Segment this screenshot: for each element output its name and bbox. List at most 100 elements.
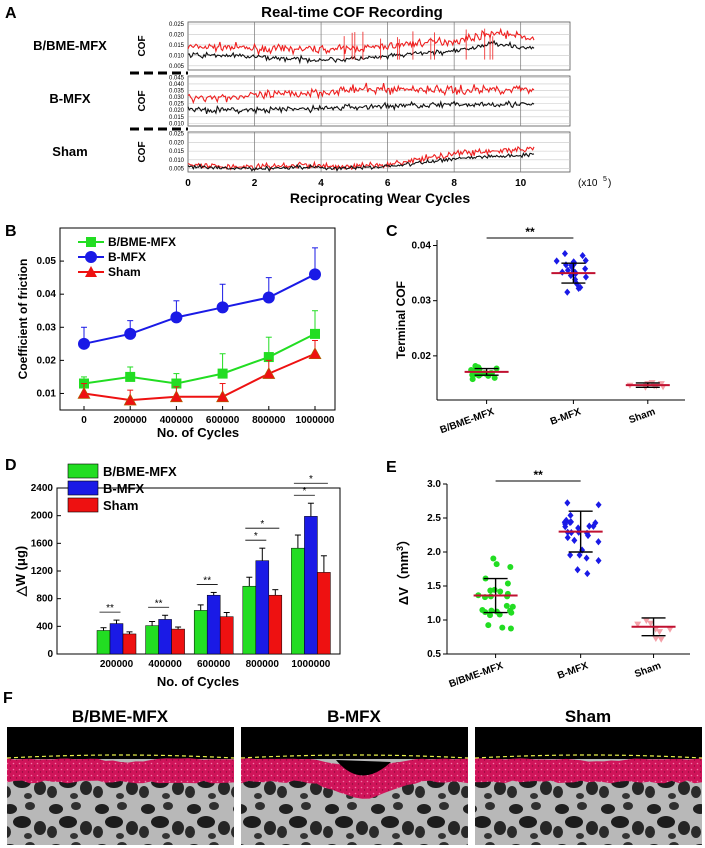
panel-d-significance-label: *	[260, 519, 264, 530]
panelC-point	[577, 283, 584, 292]
panelE-point	[652, 635, 660, 642]
panelE-point	[485, 622, 492, 629]
panelE-point	[571, 536, 578, 544]
panel-f-defect	[336, 760, 391, 776]
panel-b-legend-label: B-MFX	[108, 250, 146, 264]
panel-a-y-tick-label: 0.005	[169, 64, 185, 70]
panelE-point	[634, 621, 642, 628]
panel-d-y-tick-label: 2000	[31, 511, 54, 522]
panel-d-bar-chart: 0 400 800 1200 1600 2000 2400 200000 400000 60000…	[13, 463, 341, 689]
panel-b-point	[216, 390, 230, 403]
panel-d-bar	[122, 633, 137, 655]
panel-d-bar	[268, 594, 283, 655]
panel-a-x-tick-label: 6	[385, 178, 391, 189]
panel-d-bar	[304, 516, 318, 655]
panelC-point	[571, 268, 578, 276]
panel-d-legend-swatch	[67, 480, 99, 496]
panel-a-black-trace	[187, 100, 535, 115]
panel-b-series-line	[83, 332, 316, 385]
panelE-y-tick-label: 1.0	[427, 615, 441, 626]
panel-a-x-unit: (x10	[578, 178, 598, 189]
panel-d-legend-swatch	[67, 497, 99, 513]
panel-a-black-trace	[187, 151, 535, 172]
panelC-y-tick-label: 0.04	[412, 241, 432, 252]
panel-d-x-tick-label: 1000000	[291, 659, 330, 670]
panel-f-surface-line	[474, 754, 703, 759]
panel-d-significance-label: **	[203, 575, 211, 586]
panel-e-y-axis-label: ΔV（mm3）	[395, 533, 411, 605]
panel-label-e: E	[386, 459, 397, 476]
panel-f-label-bmfx: B-MFX	[327, 707, 381, 726]
panel-d-bar	[219, 616, 234, 655]
panel-label-d: D	[5, 457, 17, 474]
panelE-point	[567, 511, 574, 519]
panelE-point	[595, 538, 602, 546]
panel-f-background	[241, 727, 468, 759]
panel-b-point	[310, 328, 320, 339]
panelC-x-tick-label: Sham	[627, 406, 656, 426]
panel-d-bar	[96, 630, 111, 655]
panel-b-x-tick-label: 600000	[206, 415, 240, 426]
panelE-point	[503, 602, 510, 609]
panel-b-legend-label: Sham	[108, 265, 141, 279]
panelC-point	[582, 273, 589, 281]
panelE-point	[564, 533, 571, 542]
panel-b-point	[170, 311, 183, 324]
panelC-point	[564, 266, 571, 274]
panelE-point	[567, 551, 574, 559]
panel-a-red-trace	[187, 82, 535, 105]
panel-a-y-tick-label: 0.030	[169, 95, 185, 101]
panel-b-series-line	[83, 273, 316, 345]
panel-b-legend-label: B/BME-MFX	[108, 235, 176, 249]
panelE-point	[583, 554, 590, 562]
panel-b-point	[78, 337, 90, 350]
panel-b-legend-marker	[86, 237, 96, 247]
panelE-significance-label: **	[533, 468, 543, 482]
panel-d-legend-label: B-MFX	[103, 481, 144, 496]
panel-b-y-tick-label: 0.05	[37, 256, 57, 267]
panel-a-x-tick-label: 10	[515, 178, 527, 189]
panelC-point	[553, 257, 560, 265]
panelE-y-tick-label: 2.0	[427, 547, 441, 558]
panelE-y-tick-label: 2.5	[427, 513, 441, 524]
panel-d-x-tick-label: 800000	[246, 659, 280, 670]
panel-a-y-tick-label: 0.015	[169, 149, 185, 155]
panelC-point	[491, 374, 498, 381]
panel-c-terminal-cof: 0.02 0.03 0.04 B/BME-MFX B-MFX Sham ** Terminal…	[394, 225, 685, 436]
panel-d-y-tick-label: 2400	[31, 483, 54, 494]
panel-d-x-axis-label: No. of Cycles	[157, 674, 239, 689]
panelE-point	[657, 636, 665, 643]
panel-d-y-tick-label: 1600	[31, 538, 54, 549]
panel-d-significance-label: **	[106, 603, 114, 614]
panel-a-x-unit-close: )	[608, 178, 611, 189]
panelE-x-tick-label: B-MFX	[556, 660, 590, 681]
panel-d-bar	[158, 619, 172, 655]
panel-b-point	[262, 291, 275, 304]
panelC-point	[582, 265, 589, 273]
panelE-x-tick-label: B/BME-MFX	[448, 660, 505, 690]
panelE-point	[487, 612, 494, 619]
panelE-point	[490, 555, 497, 562]
panel-f-cartilage-layer	[475, 758, 702, 784]
panel-d-bar	[171, 628, 185, 655]
panelC-point	[568, 263, 575, 271]
panelE-point	[564, 499, 571, 507]
panelE-point	[507, 564, 514, 571]
panel-a-cof-axis-label: COF	[137, 141, 148, 162]
panel-b-legend-marker	[85, 266, 97, 277]
panel-e-volume-loss: 0.5 1.0 1.5 2.0 2.5 3.0 B/BME-MFX B-MFX Sham ** ΔV…	[395, 468, 690, 690]
panel-b-point	[123, 393, 137, 406]
panel-d-significance-label: *	[254, 531, 258, 542]
panel-b-y-tick-label: 0.04	[37, 289, 57, 300]
panelE-point	[642, 618, 650, 625]
panelE-point	[507, 625, 514, 632]
panelC-y-tick-label: 0.03	[412, 296, 432, 307]
panelE-y-tick-label: 0.5	[427, 649, 441, 660]
panel-a-y-tick-label: 0.025	[169, 22, 185, 28]
panel-f-cartilage-layer	[7, 758, 234, 784]
panel-d-bar	[255, 560, 270, 655]
panelE-point	[487, 587, 494, 594]
panelE-point	[666, 626, 674, 633]
panelE-point	[592, 519, 599, 527]
